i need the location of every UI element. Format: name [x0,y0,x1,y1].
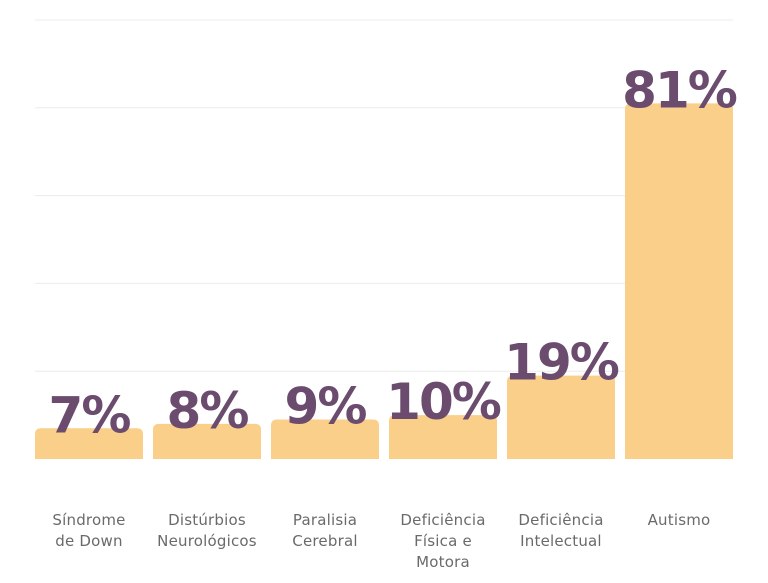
category-label-line: Deficiência [400,511,486,529]
category-label-line: Neurológicos [157,532,257,550]
category-label-line: Intelectual [520,532,602,550]
data-labels: 7% 8% 9% 10%19% 81% [49,61,739,444]
category-label-line: Paralisia [292,511,358,529]
category-label-line: Deficiência [518,511,604,529]
bar [35,428,143,459]
category-label: Deficiência Intelectual [496,510,626,552]
bars [35,103,733,459]
data-label: 10% [386,373,501,431]
category-label-line: Autismo [647,511,711,529]
category-label: Deficiência Física e Motora [378,510,508,573]
data-label: 7% [49,386,131,444]
category-label-line: Síndrome [52,511,126,529]
category-label-line: Física e [414,532,472,550]
category-label: Paralisia Cerebral [260,510,390,552]
bar [507,375,615,459]
data-label: 19% [504,334,619,392]
category-label-line: Cerebral [292,532,358,550]
category-label: Síndrome de Down [24,510,154,552]
bar [625,103,733,459]
category-label-line: Motora [416,553,470,571]
category-label: Distúrbios Neurológicos [142,510,272,552]
bar [271,419,379,459]
data-label: 8% [167,382,249,440]
category-label: Autismo [614,510,744,531]
gridlines [35,19,733,372]
data-label: 81% [622,61,737,119]
category-label-line: Distúrbios [168,511,246,529]
data-label: 9% [285,377,367,435]
bar [389,415,497,459]
bar [153,423,261,459]
category-label-line: de Down [55,532,123,550]
